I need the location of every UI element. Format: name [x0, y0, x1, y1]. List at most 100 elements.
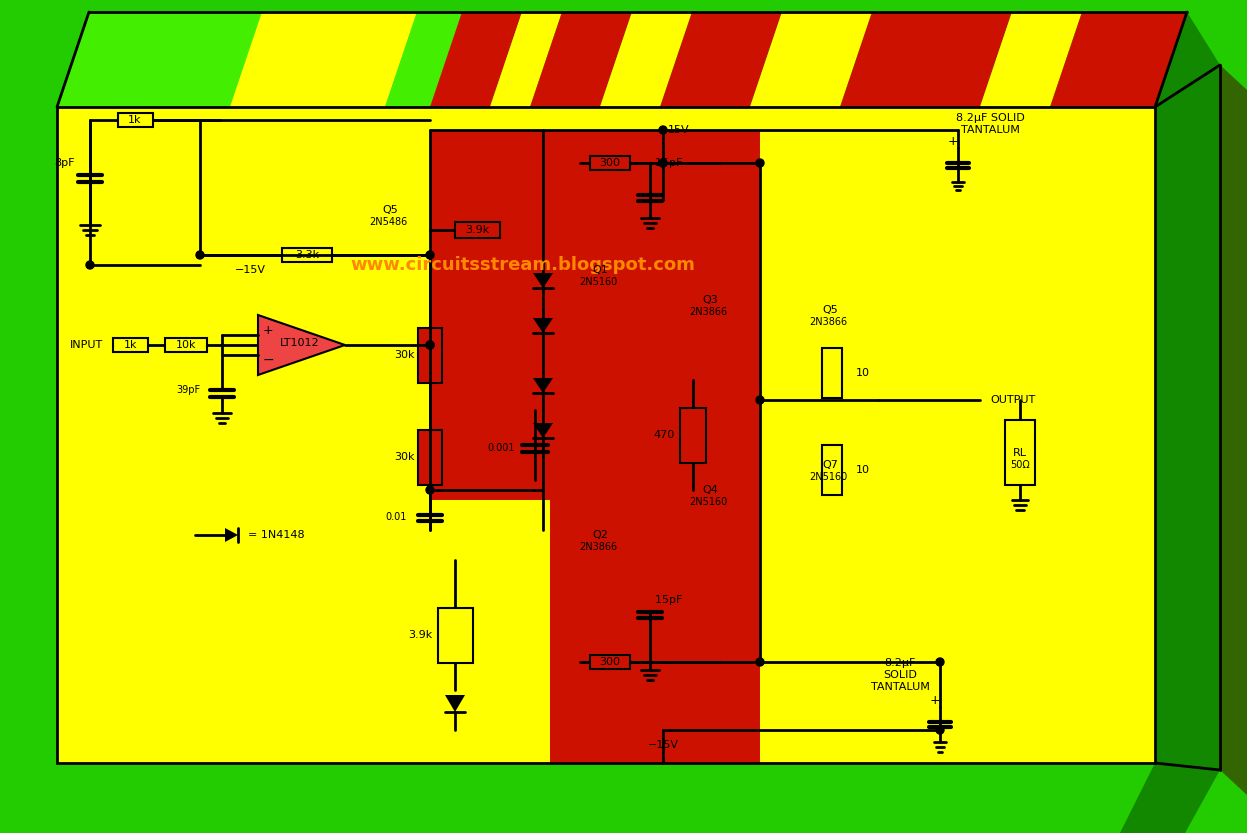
Polygon shape	[532, 423, 552, 438]
Bar	[165, 338, 207, 352]
Bar	[418, 430, 441, 485]
Circle shape	[658, 126, 667, 134]
Circle shape	[756, 159, 764, 167]
Text: Q1: Q1	[592, 265, 607, 275]
Text: Q4: Q4	[702, 485, 718, 495]
Text: TANTALUM: TANTALUM	[870, 682, 929, 692]
Polygon shape	[229, 12, 416, 107]
Bar	[680, 408, 706, 463]
Text: 8.2μF: 8.2μF	[884, 658, 915, 668]
Circle shape	[756, 658, 764, 666]
Bar	[590, 156, 630, 170]
Polygon shape	[445, 695, 465, 712]
Text: INPUT: INPUT	[70, 340, 104, 350]
Polygon shape	[600, 12, 692, 107]
Polygon shape	[57, 12, 1187, 107]
Bar	[113, 338, 148, 352]
Polygon shape	[840, 12, 1013, 107]
Text: 30k: 30k	[394, 452, 415, 462]
Text: Q7: Q7	[822, 460, 838, 470]
Bar	[822, 445, 842, 495]
Text: RL: RL	[1013, 448, 1028, 458]
Text: 2N5160: 2N5160	[688, 497, 727, 507]
Text: 470: 470	[653, 430, 675, 440]
Bar	[590, 655, 630, 669]
Bar	[430, 130, 759, 500]
Text: 2N3866: 2N3866	[579, 542, 617, 552]
Polygon shape	[532, 378, 552, 393]
Text: 15pF: 15pF	[648, 595, 682, 605]
Bar	[57, 107, 1155, 763]
Polygon shape	[385, 12, 461, 107]
Text: 10: 10	[855, 368, 870, 378]
Polygon shape	[1120, 763, 1220, 833]
Polygon shape	[980, 12, 1082, 107]
Text: 0.001: 0.001	[488, 443, 515, 453]
Polygon shape	[224, 528, 238, 542]
Text: OUTPUT: OUTPUT	[990, 395, 1035, 405]
Text: 3.3k: 3.3k	[296, 250, 319, 260]
Polygon shape	[57, 12, 262, 107]
Polygon shape	[1050, 12, 1187, 107]
Circle shape	[658, 159, 667, 167]
Circle shape	[426, 341, 434, 349]
Bar	[550, 500, 759, 763]
Circle shape	[756, 396, 764, 404]
Text: Q5: Q5	[382, 205, 398, 215]
Circle shape	[658, 159, 667, 167]
Text: 0.01: 0.01	[385, 512, 407, 522]
Circle shape	[426, 251, 434, 259]
Text: +: +	[930, 694, 940, 706]
Text: 2N5160: 2N5160	[809, 472, 847, 482]
Circle shape	[426, 486, 434, 494]
Text: = 1N4148: = 1N4148	[248, 530, 304, 540]
Polygon shape	[660, 12, 782, 107]
Text: 10k: 10k	[176, 340, 196, 350]
Text: 2N5160: 2N5160	[579, 277, 617, 287]
Text: 50Ω: 50Ω	[1010, 460, 1030, 470]
Text: −15V: −15V	[234, 265, 266, 275]
Polygon shape	[490, 12, 562, 107]
Text: 2N3866: 2N3866	[688, 307, 727, 317]
Polygon shape	[532, 273, 552, 288]
Bar	[438, 608, 473, 663]
Text: Q2: Q2	[592, 530, 609, 540]
Bar	[430, 500, 550, 690]
Text: 2N3866: 2N3866	[809, 317, 847, 327]
Bar	[118, 113, 153, 127]
Text: 300: 300	[600, 158, 621, 168]
Text: 2N5486: 2N5486	[369, 217, 407, 227]
Text: +: +	[263, 323, 273, 337]
Polygon shape	[1155, 12, 1220, 770]
Polygon shape	[530, 12, 632, 107]
Polygon shape	[430, 12, 522, 107]
Bar	[1005, 420, 1035, 485]
Text: 15V: 15V	[668, 125, 690, 135]
Text: 8pF: 8pF	[55, 158, 75, 168]
Text: 8.2μF SOLID: 8.2μF SOLID	[955, 113, 1024, 123]
Text: 1k: 1k	[128, 115, 142, 125]
Circle shape	[196, 251, 205, 259]
Circle shape	[936, 726, 944, 734]
Polygon shape	[1220, 65, 1247, 795]
Text: 3.9k: 3.9k	[408, 630, 431, 640]
Bar	[455, 222, 500, 238]
Text: 1k: 1k	[125, 340, 137, 350]
Circle shape	[426, 341, 434, 349]
Text: 15pF: 15pF	[648, 158, 682, 168]
Text: SOLID: SOLID	[883, 670, 917, 680]
Bar	[759, 130, 1000, 763]
Bar	[282, 248, 332, 262]
Polygon shape	[532, 318, 552, 333]
Text: LT1012: LT1012	[281, 338, 319, 348]
Bar	[418, 328, 441, 383]
Text: 39pF: 39pF	[176, 385, 200, 395]
Text: 300: 300	[600, 657, 621, 667]
Polygon shape	[258, 315, 345, 375]
Bar	[822, 348, 842, 398]
Text: Q3: Q3	[702, 295, 718, 305]
Text: Q5: Q5	[822, 305, 838, 315]
Text: www.circuitsstream.blogspot.com: www.circuitsstream.blogspot.com	[350, 256, 695, 274]
Text: 3.9k: 3.9k	[465, 225, 489, 235]
Text: 30k: 30k	[394, 350, 415, 360]
